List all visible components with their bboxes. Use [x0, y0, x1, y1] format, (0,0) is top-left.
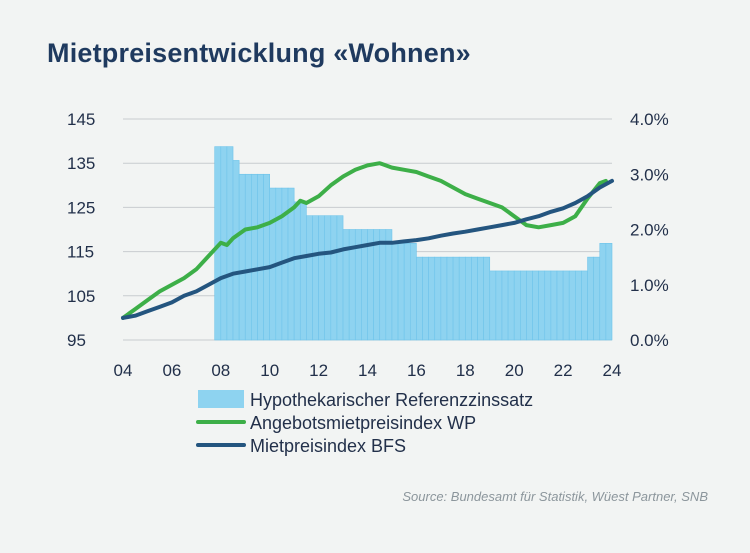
y-left-tick-label: 145 [67, 110, 95, 129]
bar [428, 256, 436, 341]
bar [434, 256, 442, 341]
bar [568, 270, 576, 341]
bar [501, 270, 509, 341]
x-tick-label: 24 [603, 361, 622, 380]
bar [293, 201, 301, 341]
bar [520, 270, 527, 341]
bar [306, 215, 313, 341]
x-tick-label: 16 [407, 361, 426, 380]
x-tick-label: 22 [554, 361, 573, 380]
bar [312, 215, 319, 341]
bar [299, 201, 307, 341]
chart-title: Mietpreisentwicklung «Wohnen» [47, 38, 471, 68]
legend-label: Angebotsmietpreisindex WP [250, 413, 476, 433]
bar [446, 256, 454, 341]
bar [587, 256, 594, 341]
bar [409, 243, 417, 341]
bar [507, 270, 515, 341]
y-left-tick-label: 125 [67, 198, 95, 217]
y-right-tick-label: 1.0% [630, 276, 669, 295]
bar [232, 160, 240, 341]
y-left-tick-label: 95 [67, 331, 86, 350]
bar [318, 215, 326, 341]
bar [324, 215, 332, 341]
bar [397, 243, 405, 341]
bar [244, 173, 252, 341]
bar [532, 270, 539, 341]
x-tick-label: 08 [211, 361, 230, 380]
y-right-tick-label: 4.0% [630, 110, 669, 129]
bar [263, 173, 270, 341]
bar [391, 243, 399, 341]
bar [495, 270, 503, 341]
y-right-tick-label: 0.0% [630, 331, 669, 350]
legend: Hypothekarischer Referenzzinssatz Angebot… [196, 390, 533, 456]
x-tick-label: 12 [309, 361, 328, 380]
bar [581, 270, 588, 341]
bar [489, 270, 497, 341]
bar [257, 173, 264, 341]
bar [562, 270, 570, 341]
right-axis-ticks: 4.0% 3.0% 2.0% 1.0% 0.0% [630, 110, 669, 350]
y-right-tick-label: 3.0% [630, 165, 669, 184]
bar [458, 256, 466, 341]
y-left-tick-label: 105 [67, 287, 95, 306]
bar [550, 270, 558, 341]
bar [385, 229, 393, 341]
line-angebotsmietpreisindex-wp [121, 161, 608, 320]
bar [452, 256, 460, 341]
bar [464, 256, 472, 341]
x-tick-label: 18 [456, 361, 475, 380]
bar [575, 270, 582, 341]
source-note: Source: Bundesamt für Statistik, Wüest P… [402, 489, 708, 504]
line-series [121, 161, 614, 320]
legend-label: Mietpreisindex BFS [250, 436, 406, 456]
bar [526, 270, 533, 341]
left-axis-ticks: 145 135 125 115 105 95 [67, 110, 95, 350]
bar [593, 256, 601, 341]
bar [238, 173, 246, 341]
bar [342, 229, 350, 341]
bar [373, 229, 381, 341]
bar [538, 270, 546, 341]
x-tick-label: 20 [505, 361, 524, 380]
x-tick-label: 06 [162, 361, 181, 380]
bar [251, 173, 258, 341]
bar [477, 256, 484, 341]
bar [379, 229, 387, 341]
bar [513, 270, 521, 341]
x-tick-label: 14 [358, 361, 377, 380]
x-axis-ticks: 04 06 08 10 12 14 16 18 20 22 24 [114, 361, 622, 380]
bar [483, 256, 491, 341]
bar [422, 256, 429, 341]
bar [403, 243, 411, 341]
y-right-tick-label: 2.0% [630, 221, 669, 240]
y-left-tick-label: 115 [67, 243, 94, 262]
bar-series-referenzzinssatz [214, 146, 613, 341]
bar [599, 243, 607, 341]
legend-swatch-bar [198, 390, 244, 408]
x-tick-label: 04 [114, 361, 133, 380]
bar [544, 270, 552, 341]
bar [330, 215, 338, 341]
bar [336, 215, 344, 341]
bar [440, 256, 448, 341]
bar [471, 256, 478, 341]
x-tick-label: 10 [260, 361, 279, 380]
y-left-tick-label: 135 [67, 154, 95, 173]
legend-label: Hypothekarischer Referenzzinssatz [250, 390, 533, 410]
bar [556, 270, 564, 341]
bar [416, 256, 423, 341]
line-mietpreisindex-bfs [121, 178, 614, 320]
bar [605, 243, 613, 341]
